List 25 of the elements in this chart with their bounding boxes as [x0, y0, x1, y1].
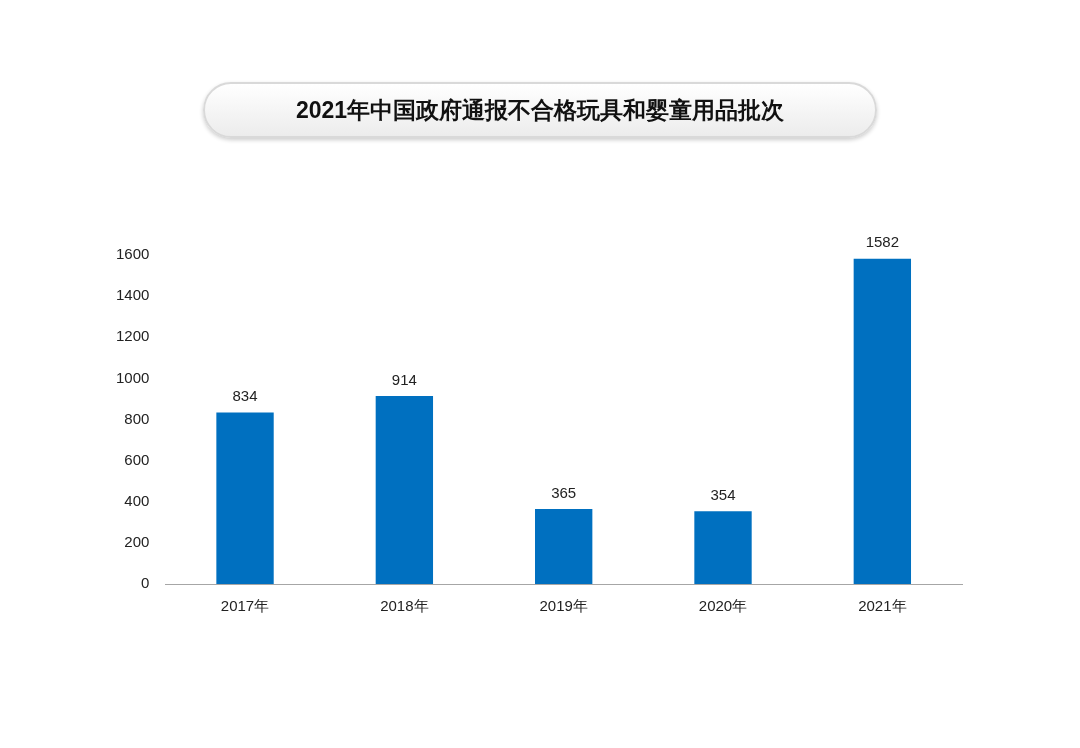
data-label: 354 [710, 485, 736, 503]
x-tick-label: 2018年 [380, 597, 429, 615]
y-tick-label: 0 [141, 574, 150, 592]
y-tick-label: 200 [124, 533, 150, 551]
x-tick-label: 2017年 [220, 597, 270, 615]
y-tick-label: 400 [124, 491, 150, 509]
y-tick-label: 1600 [115, 245, 150, 263]
data-label: 365 [551, 483, 577, 501]
data-label: 834 [232, 387, 258, 405]
x-tick-label: 2020年 [698, 597, 748, 615]
y-tick-label: 800 [124, 409, 150, 427]
y-tick-label: 600 [124, 450, 150, 468]
data-label: 1582 [865, 233, 900, 251]
bar [853, 258, 912, 584]
y-tick-label: 1200 [115, 327, 150, 345]
bar [535, 508, 593, 584]
bar [375, 396, 434, 584]
y-tick-label: 1000 [115, 368, 150, 386]
bar [694, 511, 752, 584]
y-tick-label: 1400 [115, 286, 150, 304]
data-label: 914 [391, 370, 417, 388]
x-tick-label: 2019年 [539, 597, 588, 615]
chart-title: 2021年中国政府通报不合格玩具和婴童用品批次 [295, 95, 785, 125]
bar [216, 412, 274, 584]
x-tick-label: 2021年 [858, 597, 907, 615]
